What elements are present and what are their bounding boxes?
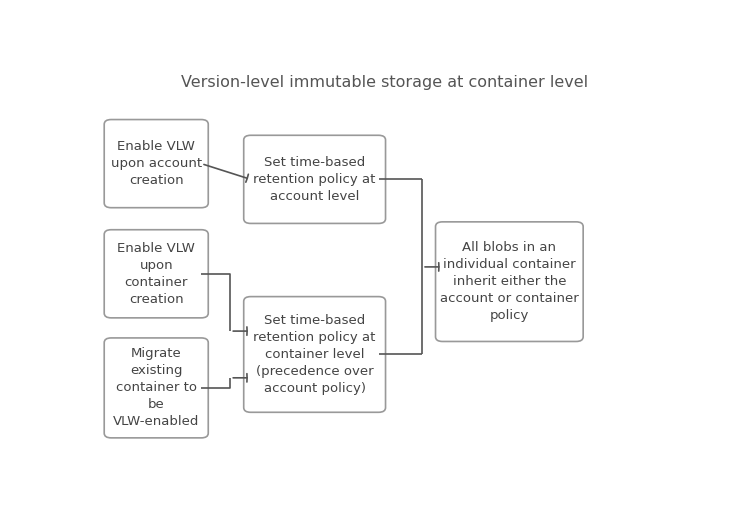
Text: Enable VLW
upon
container
creation: Enable VLW upon container creation bbox=[117, 242, 195, 306]
FancyBboxPatch shape bbox=[104, 338, 209, 438]
FancyBboxPatch shape bbox=[244, 296, 386, 412]
Text: Set time-based
retention policy at
account level: Set time-based retention policy at accou… bbox=[254, 156, 376, 203]
Text: Migrate
existing
container to
be
VLW-enabled: Migrate existing container to be VLW-ena… bbox=[113, 347, 200, 428]
Text: Enable VLW
upon account
creation: Enable VLW upon account creation bbox=[111, 140, 202, 187]
FancyBboxPatch shape bbox=[104, 230, 209, 318]
Text: Set time-based
retention policy at
container level
(precedence over
account poli: Set time-based retention policy at conta… bbox=[254, 314, 376, 395]
Text: All blobs in an
individual container
inherit either the
account or container
pol: All blobs in an individual container inh… bbox=[440, 241, 579, 322]
FancyBboxPatch shape bbox=[244, 135, 386, 223]
FancyBboxPatch shape bbox=[436, 222, 584, 341]
Text: Version-level immutable storage at container level: Version-level immutable storage at conta… bbox=[181, 75, 588, 90]
FancyBboxPatch shape bbox=[104, 120, 209, 207]
